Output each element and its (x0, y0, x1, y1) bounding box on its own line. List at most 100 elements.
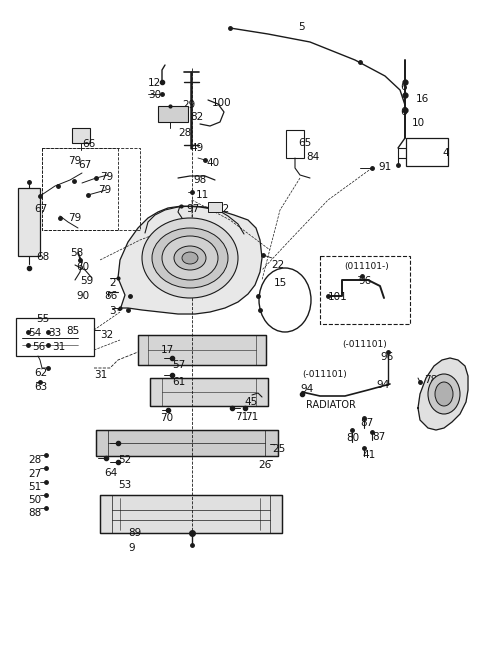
Text: 82: 82 (190, 112, 203, 122)
Text: 41: 41 (362, 450, 375, 460)
Bar (208, 202, 222, 212)
Text: 26: 26 (258, 460, 271, 470)
Text: 56: 56 (32, 342, 45, 352)
Text: 87: 87 (372, 432, 385, 442)
Ellipse shape (152, 228, 228, 288)
Bar (286, 130, 304, 158)
Text: 79: 79 (98, 185, 111, 195)
Text: 25: 25 (272, 444, 285, 454)
Text: 97: 97 (186, 204, 199, 214)
Text: 32: 32 (100, 330, 113, 340)
Text: 62: 62 (34, 368, 47, 378)
Bar (150, 378, 268, 406)
Text: 28: 28 (28, 455, 41, 465)
Text: 100: 100 (212, 98, 232, 108)
Text: (011101-): (011101-) (344, 262, 389, 271)
Text: 27: 27 (28, 469, 41, 479)
Ellipse shape (174, 246, 206, 270)
Text: 67: 67 (78, 160, 91, 170)
Text: 88: 88 (28, 508, 41, 518)
Text: 22: 22 (271, 260, 284, 270)
Text: 80: 80 (346, 433, 359, 443)
Text: 45: 45 (244, 397, 257, 407)
Text: 60: 60 (76, 262, 89, 272)
Text: 58: 58 (70, 248, 83, 258)
Text: 12: 12 (148, 78, 161, 88)
Text: 94: 94 (376, 380, 389, 390)
Text: 59: 59 (80, 276, 93, 286)
Text: 54: 54 (28, 328, 41, 338)
Text: 61: 61 (172, 377, 185, 387)
Text: 5: 5 (298, 22, 305, 32)
Text: 86: 86 (104, 291, 117, 301)
Text: 3: 3 (109, 306, 116, 316)
Text: 9: 9 (128, 543, 134, 553)
Text: 87: 87 (360, 418, 373, 428)
Text: 85: 85 (66, 326, 79, 336)
Text: 6: 6 (400, 107, 407, 117)
Text: 66: 66 (82, 139, 95, 149)
Text: 28: 28 (178, 128, 191, 138)
Text: 55: 55 (36, 314, 49, 324)
Text: 30: 30 (148, 90, 161, 100)
Bar (100, 495, 282, 533)
Text: 78: 78 (424, 375, 437, 385)
Text: 71: 71 (245, 412, 258, 422)
Text: 33: 33 (48, 328, 61, 338)
Text: 10: 10 (412, 118, 425, 128)
Text: 7: 7 (449, 393, 456, 403)
Text: 16: 16 (416, 94, 429, 104)
Text: 65: 65 (298, 138, 311, 148)
Text: 52: 52 (118, 455, 131, 465)
Text: (-011101): (-011101) (302, 370, 347, 379)
Polygon shape (118, 206, 262, 314)
Text: 70: 70 (160, 413, 173, 423)
Text: 4: 4 (442, 148, 449, 158)
Bar (72, 128, 90, 143)
Text: 68: 68 (36, 252, 49, 262)
Text: 11: 11 (196, 190, 209, 200)
Text: 64: 64 (104, 468, 117, 478)
Bar (320, 256, 410, 324)
Text: 96: 96 (380, 352, 393, 362)
Text: 96: 96 (358, 276, 371, 286)
Text: 94: 94 (300, 384, 313, 394)
Bar (16, 318, 94, 356)
Text: 15: 15 (274, 278, 287, 288)
Bar (138, 335, 266, 365)
Text: 63: 63 (34, 382, 47, 392)
Text: 79: 79 (68, 213, 81, 223)
Text: 67: 67 (34, 204, 47, 214)
Text: RADIATOR: RADIATOR (306, 400, 356, 410)
Polygon shape (418, 358, 468, 430)
Bar (158, 106, 188, 122)
Text: 57: 57 (172, 360, 185, 370)
Text: 51: 51 (28, 482, 41, 492)
Text: 40: 40 (206, 158, 219, 168)
Text: 91: 91 (378, 162, 391, 172)
Text: 50: 50 (28, 495, 41, 505)
Text: 17: 17 (161, 345, 174, 355)
Text: 79: 79 (100, 172, 113, 182)
Bar (96, 430, 278, 456)
Text: 84: 84 (306, 152, 319, 162)
Text: 31: 31 (52, 342, 65, 352)
Ellipse shape (142, 218, 238, 298)
Text: 2: 2 (109, 278, 116, 288)
Text: 6: 6 (400, 82, 407, 92)
Text: (-011101): (-011101) (342, 340, 387, 349)
Text: 101: 101 (328, 292, 348, 302)
Text: 31: 31 (94, 370, 107, 380)
Text: 53: 53 (118, 480, 131, 490)
Text: 89: 89 (128, 528, 141, 538)
Ellipse shape (182, 252, 198, 264)
Text: 29: 29 (182, 100, 195, 110)
Text: 98: 98 (193, 175, 206, 185)
Text: 79: 79 (68, 156, 81, 166)
Text: 49: 49 (190, 143, 203, 153)
Ellipse shape (428, 374, 460, 414)
Bar (18, 188, 40, 256)
Text: 71: 71 (235, 412, 248, 422)
Bar (406, 138, 448, 166)
Text: 90: 90 (76, 291, 89, 301)
